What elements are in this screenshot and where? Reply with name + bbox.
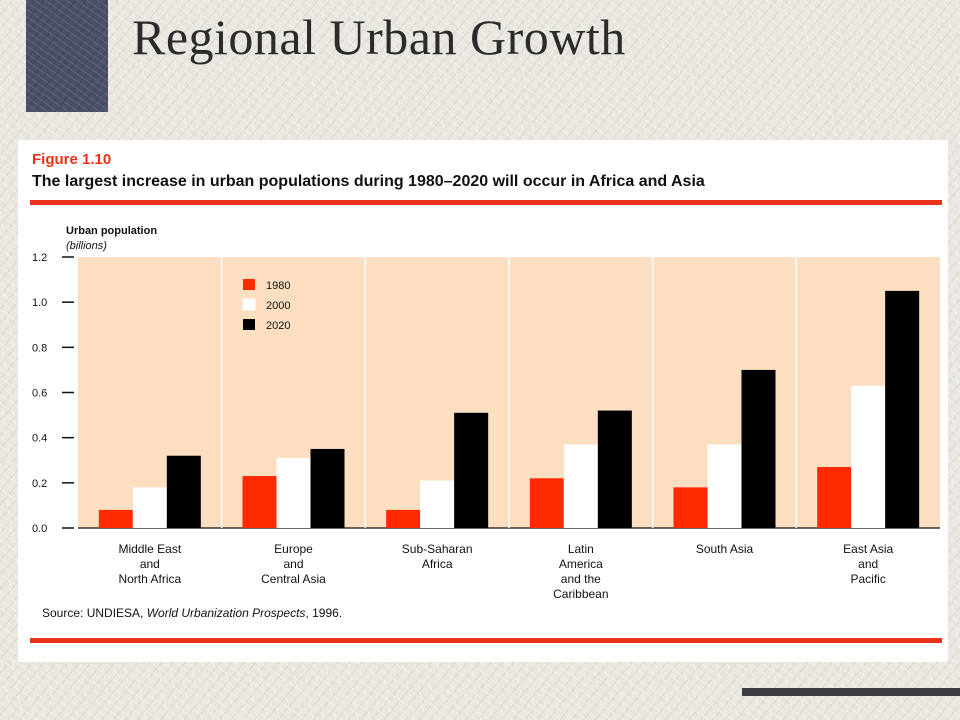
bar-1980 bbox=[529, 478, 564, 528]
figure-panel: Figure 1.10 The largest increase in urba… bbox=[18, 140, 948, 662]
bar-1980 bbox=[673, 487, 708, 528]
x-category-label: Caribbean bbox=[553, 587, 608, 601]
y-tick-label: 0.4 bbox=[32, 433, 47, 445]
y-tick-label: 0.8 bbox=[32, 342, 47, 354]
bar-2020 bbox=[454, 412, 489, 528]
y-tick-label: 1.2 bbox=[32, 252, 47, 264]
top-red-rule bbox=[30, 200, 942, 205]
bar-2000 bbox=[563, 444, 598, 528]
bar-2020 bbox=[885, 290, 920, 528]
bar-2000 bbox=[132, 487, 167, 528]
y-axis-unit: (billions) bbox=[66, 240, 107, 252]
y-tick-label: 0.6 bbox=[32, 388, 47, 400]
bar-1980 bbox=[98, 509, 133, 528]
legend-swatch-1980 bbox=[243, 279, 255, 290]
x-category-label: Pacific bbox=[850, 572, 885, 586]
source-note: Source: UNDIESA, World Urbanization Pros… bbox=[42, 606, 342, 620]
legend-label-1980: 1980 bbox=[266, 280, 290, 292]
source-prefix: Source: UNDIESA, bbox=[42, 606, 147, 620]
legend-swatch-2020 bbox=[243, 319, 255, 330]
bar-2000 bbox=[420, 480, 455, 528]
bar-1980 bbox=[386, 509, 421, 528]
bar-1980 bbox=[242, 476, 277, 528]
bar-2000 bbox=[276, 457, 311, 528]
x-category-label: Africa bbox=[422, 557, 453, 571]
x-category-label: Central Asia bbox=[261, 572, 326, 586]
legend-swatch-2000 bbox=[242, 298, 256, 311]
legend-label-2000: 2000 bbox=[266, 300, 290, 312]
x-category-label: Latin bbox=[568, 542, 594, 556]
bar-1980 bbox=[817, 467, 852, 528]
x-category-label: and bbox=[858, 557, 878, 571]
y-tick-label: 0.2 bbox=[32, 478, 47, 490]
y-tick-label: 1.0 bbox=[32, 297, 47, 309]
x-category-label: and the bbox=[561, 572, 601, 586]
legend-label-2020: 2020 bbox=[266, 320, 290, 332]
x-category-label: America bbox=[559, 557, 603, 571]
bottom-red-rule bbox=[30, 638, 942, 643]
source-title: World Urbanization Prospects bbox=[146, 606, 306, 620]
figure-caption: The largest increase in urban population… bbox=[32, 173, 705, 190]
y-tick-label: 0.0 bbox=[32, 523, 47, 535]
x-category-label: North Africa bbox=[118, 572, 181, 586]
y-axis-label: Urban population bbox=[66, 225, 157, 237]
slide-side-bar bbox=[26, 0, 108, 112]
bar-2020 bbox=[741, 369, 776, 528]
bar-chart: Urban population (billions) 0.0 0.2 0.4 0.6 0.… bbox=[32, 225, 940, 601]
bar-2020 bbox=[310, 448, 345, 528]
bar-2020 bbox=[597, 410, 632, 528]
x-category-label: Sub-Saharan bbox=[402, 542, 473, 556]
x-category-label: and bbox=[283, 557, 303, 571]
slide-title: Regional Urban Growth bbox=[132, 9, 626, 65]
figure-number: Figure 1.10 bbox=[32, 151, 112, 168]
bar-2000 bbox=[851, 385, 886, 528]
x-category-label: Middle East bbox=[118, 542, 181, 556]
bar-2000 bbox=[707, 444, 742, 528]
source-suffix: , 1996. bbox=[305, 606, 343, 620]
x-category-label: Europe bbox=[274, 542, 313, 556]
bar-2020 bbox=[166, 455, 201, 528]
x-category-label: East Asia bbox=[843, 542, 893, 556]
x-category-label: South Asia bbox=[696, 542, 754, 556]
x-category-label: and bbox=[140, 557, 160, 571]
bottom-accent-bar bbox=[742, 688, 960, 696]
